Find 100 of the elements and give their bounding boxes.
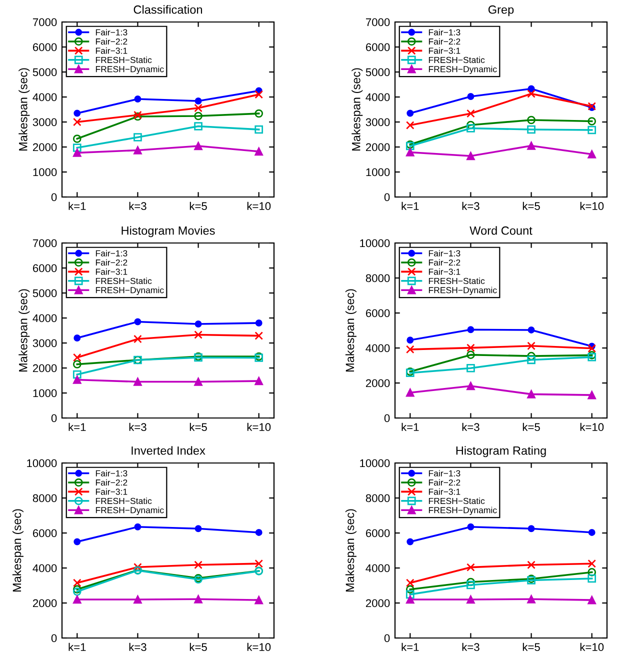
legend-label: Fair−3:1 — [96, 488, 128, 495]
legend-label: Fair−1:3 — [96, 250, 128, 256]
y-tick-label: 2000 — [366, 379, 390, 388]
y-tick-label: 0 — [51, 634, 57, 642]
y-tick-label: 0 — [384, 193, 390, 202]
y-tick-label: 6000 — [32, 43, 57, 52]
y-tick-label: 8000 — [32, 494, 57, 502]
x-tick-label: k=5 — [190, 202, 207, 210]
y-tick-label: 2000 — [32, 143, 57, 152]
y-tick-label: 5000 — [366, 68, 390, 76]
x-tick-label: k=10 — [580, 642, 604, 652]
legend-label: FRESH−Static — [96, 498, 152, 504]
legend-label: Fair−2:2 — [428, 38, 460, 45]
y-tick-label: 2000 — [32, 364, 57, 372]
x-tick-label: k=3 — [462, 202, 480, 210]
x-tick-label: k=3 — [129, 202, 146, 210]
x-tick-label: k=1 — [68, 202, 86, 210]
y-tick-label: 4000 — [32, 93, 57, 102]
legend-label: Fair−3:1 — [428, 488, 460, 495]
legend-label: Fair−1:3 — [428, 470, 460, 476]
y-tick-label: 4000 — [32, 314, 57, 322]
chart-title: Histogram Rating — [456, 446, 546, 458]
legend-label: Fair−1:3 — [428, 29, 460, 36]
x-tick-label: k=1 — [402, 202, 419, 210]
y-tick-label: 0 — [51, 414, 57, 422]
legend-label: Fair−2:2 — [96, 259, 128, 266]
y-tick-label: 8000 — [366, 274, 390, 282]
y-tick-label: 7000 — [32, 18, 57, 26]
x-tick-label: k=3 — [129, 642, 146, 652]
y-tick-label: 1000 — [366, 168, 390, 176]
legend-label: Fair−3:1 — [428, 47, 460, 54]
y-axis-title: Makespan (sec) — [345, 289, 356, 372]
x-tick-label: k=5 — [522, 202, 540, 210]
y-axis-title: Makespan (sec) — [345, 509, 356, 592]
x-tick-label: k=5 — [190, 422, 207, 432]
y-tick-label: 5000 — [32, 289, 57, 298]
y-tick-label: 3000 — [366, 118, 390, 126]
y-tick-label: 2000 — [32, 599, 57, 608]
y-tick-label: 6000 — [366, 529, 390, 538]
y-axis-title: Makespan (sec) — [352, 68, 363, 151]
legend-label: FRESH−Dynamic — [96, 66, 164, 74]
x-tick-label: k=3 — [462, 642, 480, 652]
legend-label: Fair−1:3 — [96, 470, 128, 476]
y-tick-label: 10000 — [27, 459, 57, 468]
x-tick-label: k=1 — [68, 642, 86, 651]
legend-label: FRESH−Static — [428, 498, 485, 504]
chart-title: Word Count — [470, 226, 532, 235]
chart-title: Histogram Movies — [122, 226, 215, 238]
legend-label: FRESH−Static — [96, 278, 152, 284]
x-tick-label: k=3 — [129, 422, 146, 432]
legend-label: Fair−3:1 — [428, 268, 460, 275]
y-tick-label: 8000 — [366, 494, 390, 502]
x-tick-label: k=1 — [402, 642, 419, 651]
legend-label: Fair−2:2 — [428, 259, 460, 266]
legend-label: Fair−1:3 — [96, 29, 128, 36]
x-tick-label: k=10 — [247, 422, 271, 432]
y-axis-title: Makespan (sec) — [18, 68, 30, 151]
y-tick-label: 10000 — [360, 239, 390, 248]
y-axis-title: Makespan (sec) — [18, 289, 30, 372]
legend-label: FRESH−Dynamic — [428, 506, 497, 515]
legend-label: Fair−2:2 — [96, 38, 128, 45]
legend-label: FRESH−Dynamic — [96, 506, 164, 515]
y-tick-label: 1000 — [33, 389, 57, 398]
legend-label: Fair−1:3 — [428, 250, 460, 256]
y-tick-label: 1000 — [33, 168, 57, 176]
legend-label: FRESH−Static — [428, 56, 485, 64]
y-tick-label: 5000 — [32, 68, 57, 76]
y-tick-label: 7000 — [32, 239, 57, 248]
y-tick-label: 4000 — [32, 564, 57, 572]
chart-title: Inverted Index — [132, 446, 206, 455]
legend-label: Fair−3:1 — [96, 47, 128, 54]
y-tick-label: 0 — [384, 634, 390, 642]
y-axis-title: Makespan (sec) — [12, 509, 24, 592]
y-tick-label: 7000 — [366, 18, 390, 26]
chart-title: Grep — [488, 5, 514, 16]
x-tick-label: k=5 — [190, 642, 207, 652]
legend-label: Fair−2:2 — [428, 479, 460, 486]
x-tick-label: k=3 — [462, 422, 480, 432]
y-tick-label: 6000 — [32, 264, 57, 272]
y-tick-label: 4000 — [366, 344, 390, 352]
y-tick-label: 2000 — [366, 599, 390, 608]
y-tick-label: 3000 — [32, 339, 57, 348]
legend-label: FRESH−Dynamic — [428, 66, 497, 74]
y-tick-label: 2000 — [366, 143, 390, 152]
y-tick-label: 0 — [51, 193, 57, 202]
y-tick-label: 4000 — [366, 93, 390, 102]
x-tick-label: k=10 — [580, 422, 604, 432]
x-tick-label: k=5 — [522, 642, 540, 652]
legend-label: Fair−3:1 — [96, 268, 128, 275]
y-tick-label: 6000 — [366, 309, 390, 318]
y-tick-label: 10000 — [360, 459, 390, 468]
legend-label: FRESH−Dynamic — [428, 286, 497, 295]
y-tick-label: 6000 — [32, 529, 57, 538]
x-tick-label: k=5 — [522, 422, 540, 432]
legend-label: FRESH−Static — [428, 278, 485, 284]
y-tick-label: 4000 — [366, 564, 390, 572]
y-tick-label: 6000 — [366, 43, 390, 52]
chart-title: Classification — [134, 5, 202, 14]
y-tick-label: 0 — [384, 414, 390, 422]
y-tick-label: 3000 — [32, 118, 57, 126]
